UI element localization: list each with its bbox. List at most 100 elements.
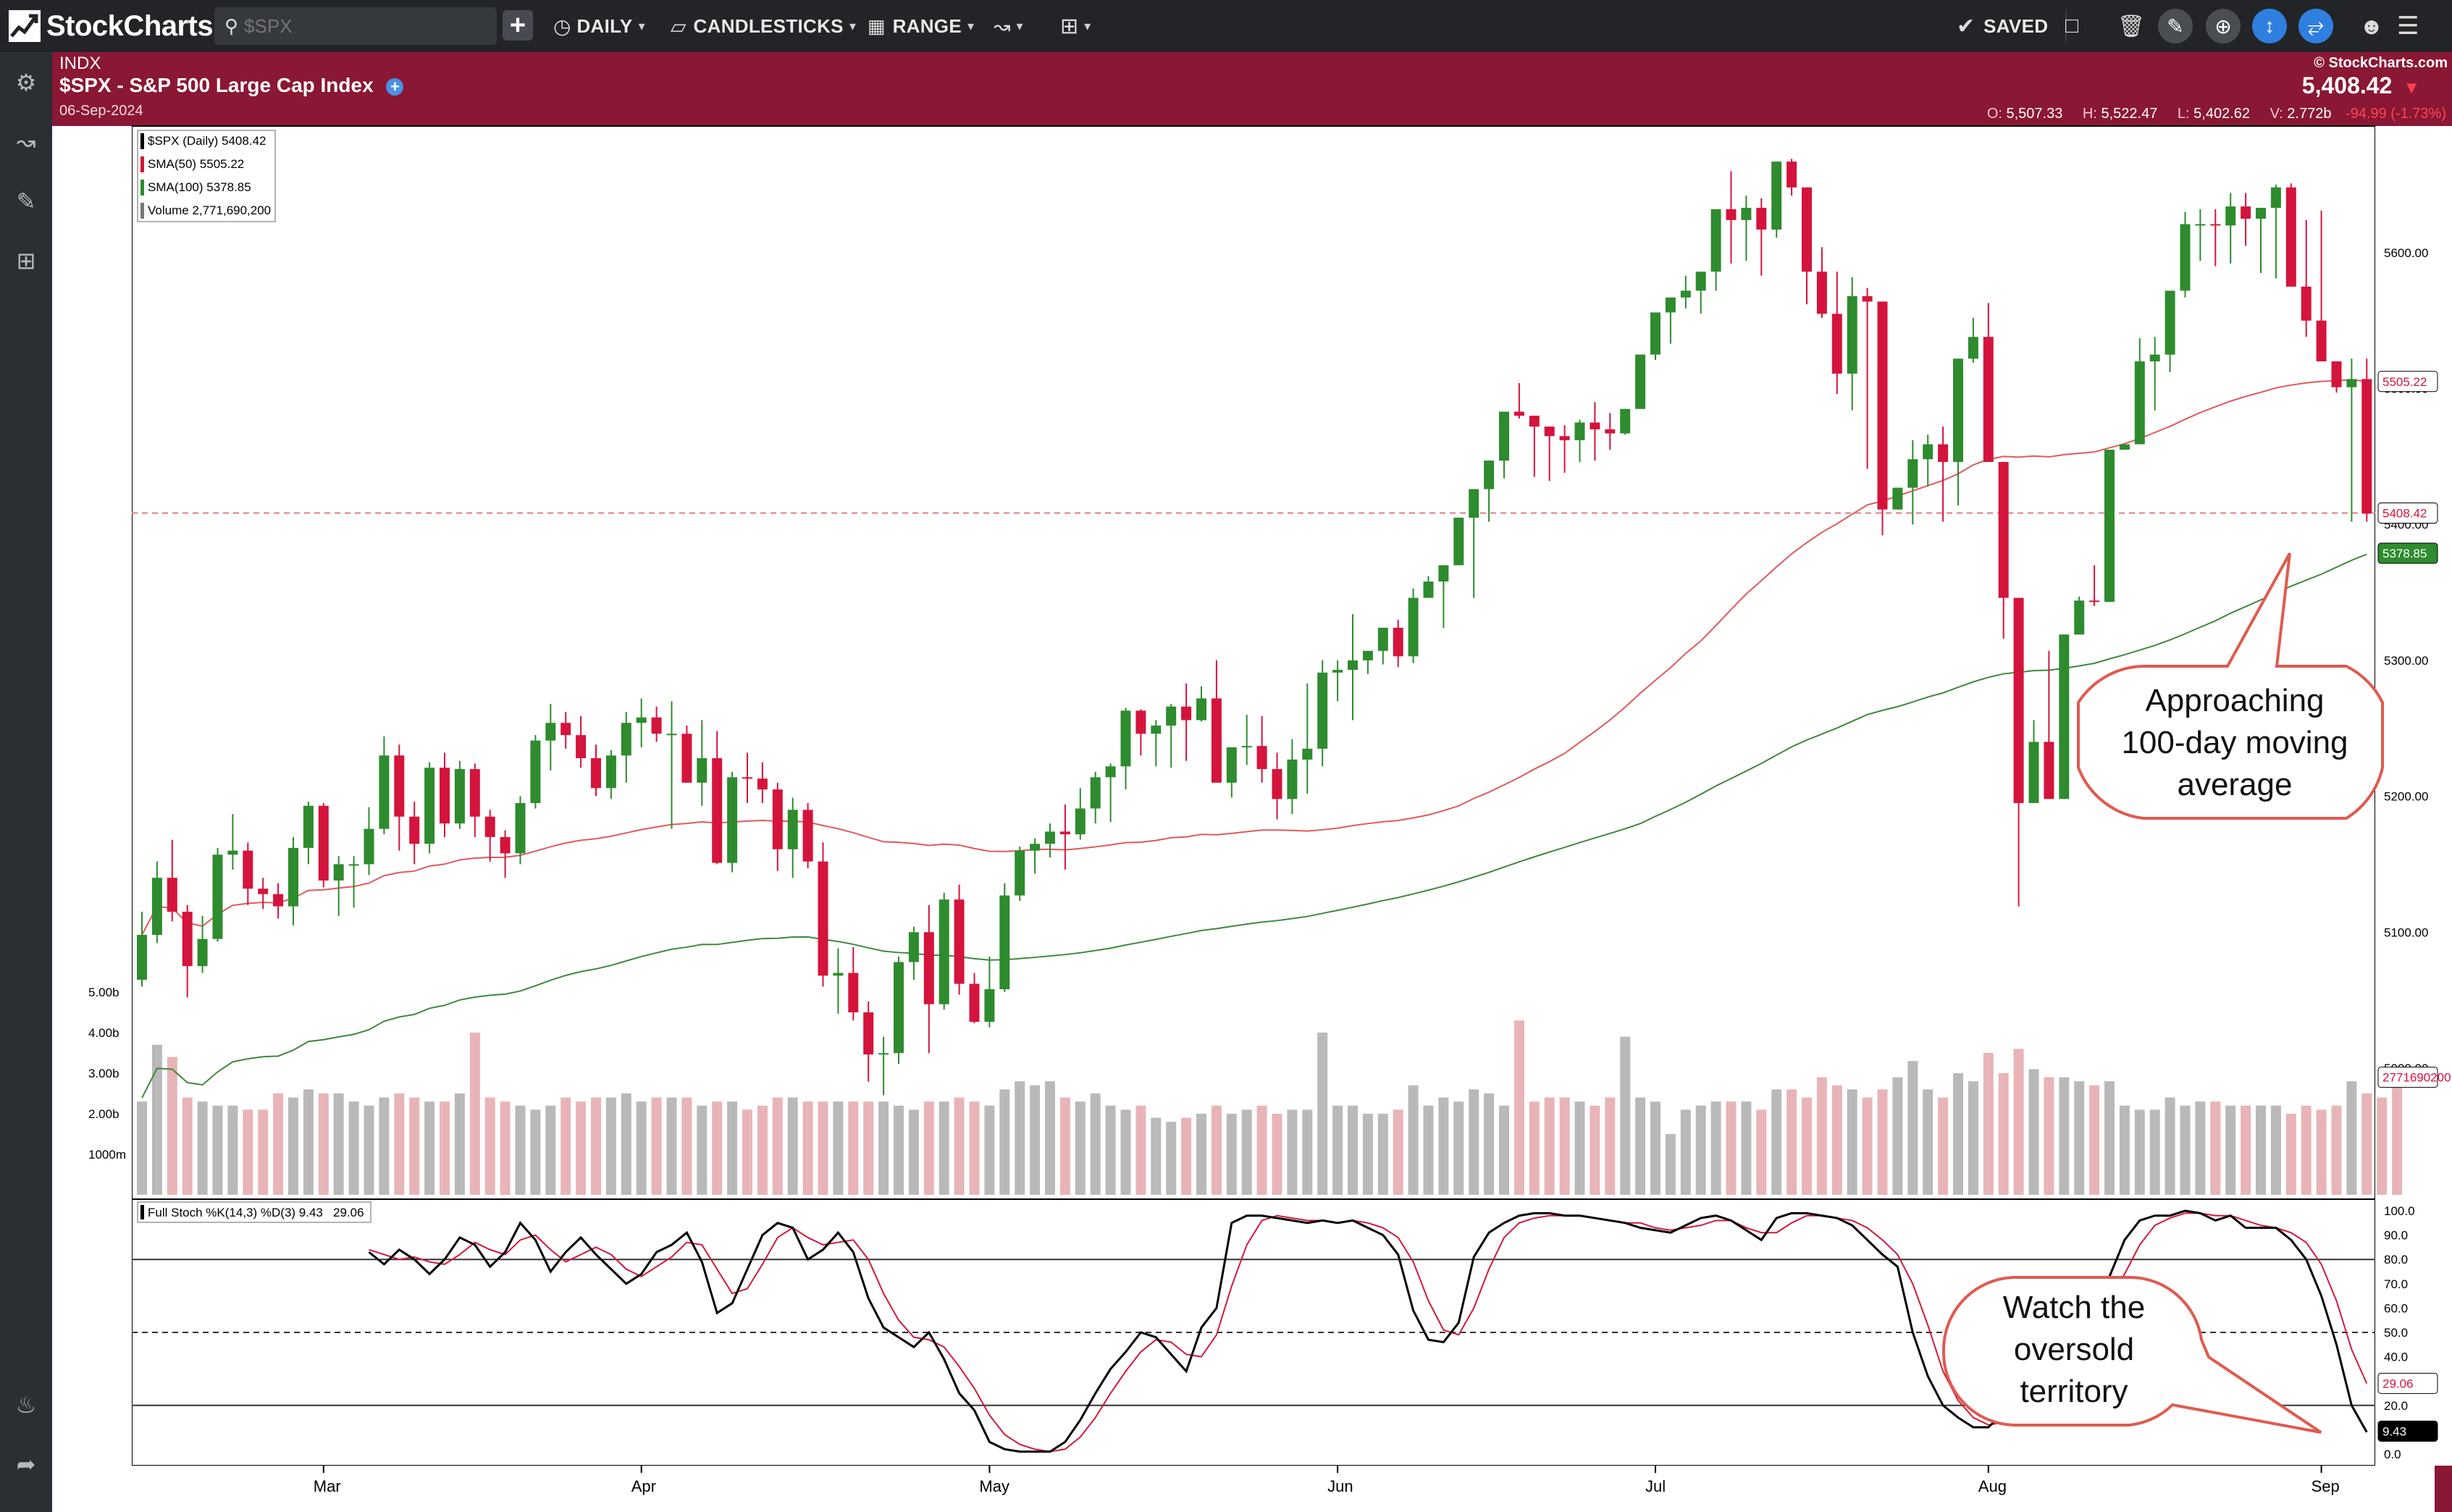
saved-button[interactable]: ✔ SAVED bbox=[1957, 0, 2048, 52]
symbol-search-box[interactable]: ⚲ bbox=[214, 7, 497, 45]
settings-icon[interactable]: ⚙ bbox=[15, 70, 37, 96]
volume-bar bbox=[1953, 1073, 1963, 1195]
candle-body bbox=[1605, 429, 1616, 434]
ma-callout: Approaching 100-day moving average bbox=[2077, 553, 2384, 820]
candle-body bbox=[409, 816, 420, 844]
candle-body bbox=[1938, 444, 1949, 462]
volume-bar bbox=[818, 1101, 828, 1195]
candle-body bbox=[1741, 207, 1752, 220]
user-icon[interactable]: ☻ bbox=[2359, 12, 2384, 39]
volume-bar bbox=[1105, 1105, 1116, 1195]
trash-icon[interactable]: 🗑 bbox=[2117, 14, 2146, 38]
draw-tools-icon[interactable]: ✎ bbox=[16, 188, 36, 214]
chevron-down-icon: ▾ bbox=[638, 18, 645, 33]
volume-bar bbox=[182, 1097, 193, 1195]
legend-price: $SPX (Daily) 5408.42 bbox=[148, 134, 266, 148]
volume-bar bbox=[227, 1105, 238, 1195]
candle-body bbox=[1105, 766, 1116, 778]
period-dropdown[interactable]: ◷ DAILY ▾ bbox=[553, 0, 645, 52]
layout-icon[interactable]: ⊞ bbox=[16, 248, 36, 274]
sma50-line bbox=[141, 379, 2367, 936]
indicators-dropdown[interactable]: ↝ ▾ bbox=[994, 0, 1023, 52]
last-price-badge: 5408.42 bbox=[2382, 506, 2427, 520]
volume-bar bbox=[1393, 1109, 1403, 1195]
volume-bar bbox=[2210, 1101, 2221, 1195]
trend-icon[interactable]: ↝ bbox=[16, 129, 36, 155]
volume-bar bbox=[1423, 1105, 1434, 1195]
price-panel bbox=[131, 125, 2376, 1200]
volume-bar bbox=[1030, 1085, 1041, 1195]
candle-body bbox=[1710, 209, 1721, 272]
symbol-title[interactable]: $SPX - S&P 500 Large Cap Index + bbox=[59, 74, 404, 97]
stoch-callout-line3: territory bbox=[2020, 1374, 2128, 1409]
volume-bar bbox=[1135, 1105, 1146, 1195]
volume-bar bbox=[1923, 1089, 1934, 1195]
ruler-icon[interactable]: ✎ bbox=[2158, 9, 2193, 43]
stoch-callout-line1: Watch the bbox=[2003, 1290, 2145, 1325]
candle-body bbox=[1877, 301, 1888, 510]
volume-bar bbox=[1226, 1114, 1237, 1195]
add-icon[interactable]: + bbox=[503, 10, 533, 41]
sma100-badge: 5378.85 bbox=[2382, 547, 2427, 560]
candle-body bbox=[666, 734, 677, 736]
add-circle-icon[interactable]: + bbox=[386, 77, 404, 96]
candle-body bbox=[2241, 206, 2251, 219]
volume-bar bbox=[560, 1097, 571, 1195]
candle-body bbox=[2013, 597, 2024, 803]
bell-icon[interactable]: ♨ bbox=[15, 1392, 37, 1418]
candle-body bbox=[1332, 670, 1343, 673]
volume-bar bbox=[1438, 1097, 1449, 1195]
candle-body bbox=[863, 1012, 874, 1055]
menu-icon[interactable]: ☰ bbox=[2397, 12, 2419, 40]
candle-body bbox=[2331, 361, 2342, 387]
candle-body bbox=[1241, 746, 1252, 748]
candle-body bbox=[1030, 844, 1041, 851]
stoch-d-badge: 29.06 bbox=[2382, 1377, 2414, 1390]
ma-callout-line2: 100-day moving bbox=[2121, 725, 2348, 760]
candle-body bbox=[212, 854, 223, 939]
symbol-search-input[interactable] bbox=[243, 14, 478, 38]
open-value: 5,507.33 bbox=[2006, 106, 2063, 122]
ma-callout-line1: Approaching bbox=[2145, 683, 2324, 718]
volume-bars bbox=[137, 1020, 2403, 1195]
candle-body bbox=[2285, 187, 2296, 287]
range-dropdown[interactable]: ▦ RANGE ▾ bbox=[868, 0, 974, 52]
vertical-arrows-icon[interactable]: ↕ bbox=[2252, 9, 2287, 43]
volume-bar bbox=[863, 1101, 874, 1195]
compress-icon[interactable]: ⥂ bbox=[2298, 9, 2333, 43]
candle-body bbox=[802, 810, 813, 862]
last-price-value: 5,408.42 bbox=[2301, 72, 2393, 98]
candle-body bbox=[939, 899, 949, 1004]
share-icon[interactable]: ➦ bbox=[16, 1451, 36, 1477]
volume-bar bbox=[2104, 1081, 2115, 1195]
volume-bar bbox=[1590, 1105, 1600, 1195]
volume-bar bbox=[2225, 1105, 2236, 1195]
chart-type-dropdown[interactable]: ▱ CANDLESTICKS ▾ bbox=[671, 0, 856, 52]
candle-body bbox=[424, 768, 435, 844]
layout-dropdown[interactable]: ⊞ ▾ bbox=[1060, 0, 1091, 52]
volume-bar bbox=[1938, 1097, 1949, 1195]
candle-body bbox=[848, 973, 859, 1012]
volume-bar bbox=[787, 1097, 798, 1195]
crosshair-icon[interactable]: ⊕ bbox=[2206, 9, 2241, 43]
volume-bar bbox=[1453, 1101, 1464, 1195]
stoch-tick-label: 40.0 bbox=[2384, 1351, 2408, 1364]
candle-body bbox=[1135, 710, 1146, 734]
candle-body bbox=[1045, 831, 1055, 844]
volume-bar bbox=[984, 1105, 995, 1195]
volume-bar bbox=[833, 1101, 844, 1195]
candle-body bbox=[1469, 489, 1479, 518]
legend-sma50: SMA(50) 5505.22 bbox=[148, 157, 244, 171]
stoch-tick-label: 60.0 bbox=[2384, 1301, 2408, 1315]
stoch-d-badge-bg bbox=[2377, 1372, 2438, 1394]
volume-bar bbox=[440, 1101, 450, 1195]
comment-icon[interactable]: □ bbox=[2065, 14, 2079, 38]
volume-bar bbox=[2361, 1093, 2372, 1195]
price-legend: $SPX (Daily) 5408.42 SMA(50) 5505.22 SMA… bbox=[137, 130, 276, 222]
line-chart-icon: ↝ bbox=[994, 14, 1011, 38]
stockcharts-logo[interactable]: StockCharts bbox=[7, 0, 214, 52]
volume-bar bbox=[848, 1101, 859, 1195]
volume-bar bbox=[1272, 1114, 1282, 1195]
volume-bar bbox=[2074, 1081, 2085, 1195]
